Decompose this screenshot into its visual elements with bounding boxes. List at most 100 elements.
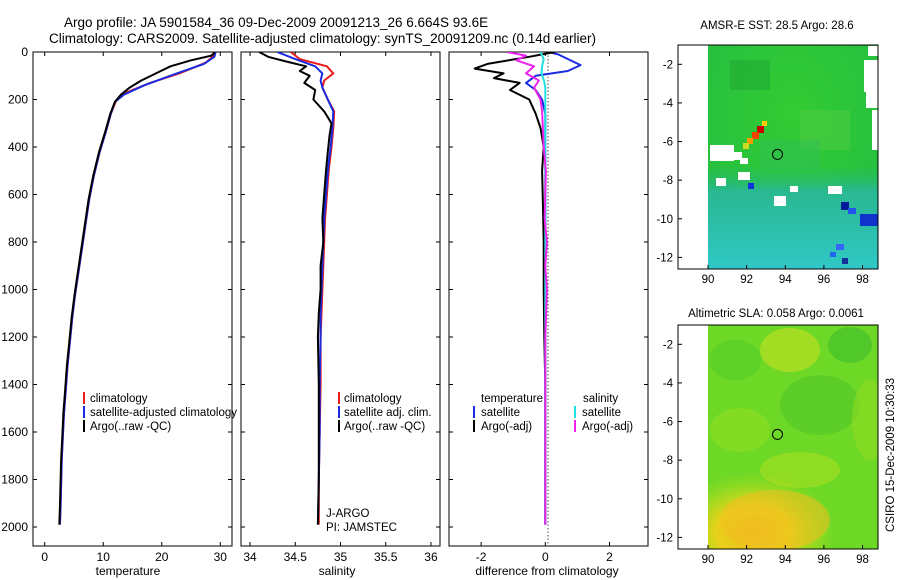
- sla-blob: [780, 375, 860, 435]
- legend-label-satellite: satellite-adjusted climatology: [90, 407, 237, 419]
- x-tick-label: 90: [702, 554, 715, 566]
- sla-map-ticks: 90 92 94 96 98 -2 -4 -6 -8 -10 -12: [656, 339, 869, 566]
- y-tick-label: -6: [663, 417, 673, 429]
- x-tick-label: 0: [542, 550, 549, 564]
- x-tick-label: 98: [856, 554, 869, 566]
- sst-cold-cell: [860, 214, 878, 226]
- sst-patch: [760, 140, 820, 170]
- y-tick-label: -10: [656, 214, 673, 226]
- sst-missing-cell: [872, 110, 878, 150]
- x-tick-label: 20: [155, 550, 169, 564]
- y-tick-label: -8: [663, 455, 673, 467]
- annotation-project: J-ARGO: [326, 508, 370, 520]
- x-tick-label: 98: [856, 274, 869, 286]
- x-tick-label: 10: [97, 550, 111, 564]
- x-tick-label: 30: [214, 550, 228, 564]
- legend-label-satellite: satellite adj. clim.: [344, 407, 432, 419]
- sst-missing-cell: [740, 158, 748, 164]
- sst-cold-cell: [748, 183, 754, 189]
- legend-label-argo: Argo(..raw -QC): [90, 421, 171, 433]
- x-tick-label: 92: [740, 274, 753, 286]
- sst-map-title: AMSR-E SST: 28.5 Argo: 28.6: [700, 20, 853, 32]
- sst-cold-cell: [830, 252, 836, 257]
- salinity-xlabel: salinity: [319, 564, 356, 578]
- y-tick-label: 1200: [1, 330, 28, 344]
- argo-position-marker: [772, 428, 783, 440]
- x-tick-label: -2: [476, 550, 487, 564]
- y-tick-label: 0: [21, 45, 28, 59]
- difference-ticks: -2 0 2: [449, 51, 648, 564]
- legend-label-sal-satellite: satellite: [582, 407, 621, 419]
- sst-warm-cell: [757, 126, 764, 133]
- x-tick-label: 96: [818, 274, 831, 286]
- y-tick-label: 200: [8, 93, 28, 107]
- annotation-pi: PI: JAMSTEC: [326, 522, 397, 534]
- sla-blob: [709, 340, 761, 380]
- y-tick-label: 400: [8, 140, 28, 154]
- legend-label-climatology: climatology: [90, 393, 148, 405]
- sst-missing-cell: [864, 60, 878, 92]
- sst-missing-cell: [774, 196, 786, 206]
- series-line: [276, 52, 335, 525]
- legend-label-sal-argo: Argo(-adj): [582, 421, 633, 433]
- sst-cold-cell: [836, 244, 844, 250]
- y-tick-label: 2000: [1, 520, 28, 534]
- series-line: [539, 52, 547, 525]
- sst-missing-cell: [732, 152, 742, 160]
- figure-title-line2: Climatology: CARS2009. Satellite-adjuste…: [49, 31, 596, 46]
- temperature-panel: 0 10 20 30 0 200 400 600 800 1000 1200 1400 1600 1800…: [1, 45, 237, 578]
- sla-blob: [828, 327, 872, 363]
- y-tick-label: 800: [8, 235, 28, 249]
- x-tick-label: 0: [41, 550, 48, 564]
- sst-cold-cell: [841, 202, 849, 210]
- sst-missing-cell: [710, 145, 734, 161]
- sst-missing-cell: [828, 186, 842, 194]
- y-tick-label: -12: [656, 252, 673, 264]
- figure-title-line1: Argo profile: JA 5901584_36 09-Dec-2009 …: [64, 15, 488, 30]
- legend-label-climatology: climatology: [344, 393, 402, 405]
- y-tick-label: -8: [663, 175, 673, 187]
- salinity-panel: 34 34.5 35 35.5 36 climatology satellite adj…: [240, 51, 441, 578]
- y-tick-label: -6: [663, 137, 673, 149]
- temperature-axes-frame: [32, 51, 233, 547]
- legend-label-temp-satellite: satellite: [481, 407, 520, 419]
- side-timestamp: CSIRO 15-Dec-2009 10:30:33: [885, 378, 897, 532]
- y-tick-label: -12: [656, 532, 673, 544]
- sla-map-panel: Altimetric SLA: 0.058 Argo: 0.0061 90 92 9…: [656, 308, 879, 566]
- difference-legend: temperature satellite Argo(-adj) salinit…: [473, 393, 633, 433]
- sst-heatmap: [708, 45, 878, 269]
- x-tick-label: 96: [818, 554, 831, 566]
- difference-xlabel: difference from climatology: [475, 564, 618, 578]
- series-line: [58, 52, 216, 525]
- series-line: [506, 52, 548, 525]
- y-tick-label: -2: [663, 339, 673, 351]
- sst-missing-cell: [790, 186, 798, 192]
- x-tick-label: 36: [424, 550, 438, 564]
- salinity-legend: climatology satellite adj. clim. Argo(..…: [338, 392, 432, 433]
- y-tick-label: -4: [663, 98, 674, 110]
- salinity-ticks: 34 34.5 35 35.5 36: [241, 51, 440, 564]
- sst-warm-cell: [743, 143, 749, 149]
- y-tick-label: 1600: [1, 425, 28, 439]
- sst-map-axes-frame: [677, 44, 879, 270]
- sst-map-ticks: 90 92 94 96 98 -2 -4 -6 -8 -10 -12: [656, 59, 869, 286]
- sst-warm-cell: [747, 138, 753, 144]
- sla-heatmap: [708, 325, 878, 549]
- x-tick-label: 92: [740, 554, 753, 566]
- sla-blob: [720, 490, 830, 549]
- y-tick-label: -10: [656, 494, 673, 506]
- legend-header-salinity: salinity: [583, 393, 618, 405]
- y-tick-label: 600: [8, 188, 28, 202]
- x-tick-label: 35: [334, 550, 348, 564]
- y-tick-label: 1800: [1, 473, 28, 487]
- x-tick-label: 35.5: [374, 550, 398, 564]
- x-tick-label: 34: [243, 550, 257, 564]
- temperature-xlabel: temperature: [96, 564, 161, 578]
- temperature-ticks: 0 10 20 30 0 200 400 600 800 1000 1200 1400 1600 1800…: [1, 45, 232, 564]
- sla-blob: [760, 328, 820, 372]
- x-tick-label: 94: [779, 554, 792, 566]
- argo-position-marker: [772, 148, 783, 160]
- sla-map-title: Altimetric SLA: 0.058 Argo: 0.0061: [688, 308, 864, 320]
- sst-patch: [730, 60, 770, 90]
